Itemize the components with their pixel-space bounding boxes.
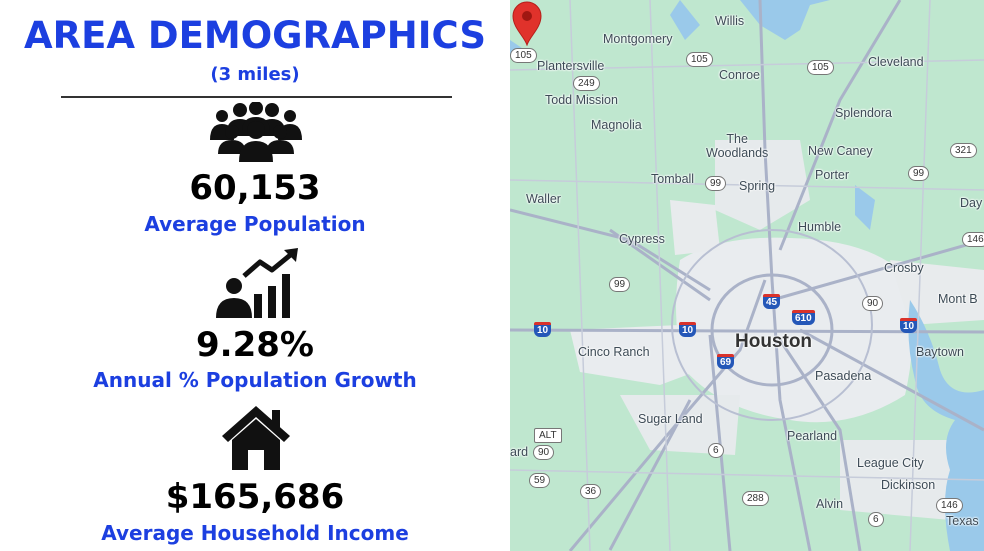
map-label-todd-mission: Todd Mission <box>545 93 618 107</box>
route-shield: 249 <box>573 76 600 91</box>
route-shield: 288 <box>742 491 769 506</box>
route-shield: 6 <box>708 443 724 458</box>
route-shield: 146 <box>936 498 963 513</box>
map-label-conroe: Conroe <box>719 68 760 82</box>
page-title: AREA DEMOGRAPHICS <box>23 14 486 57</box>
route-shield: 99 <box>908 166 930 181</box>
route-shield: 321 <box>950 143 977 158</box>
route-shield: 105 <box>807 60 834 75</box>
map-label-waller: Waller <box>526 192 561 206</box>
map-label-magnolia: Magnolia <box>591 118 642 132</box>
growth-chart-icon <box>216 248 298 318</box>
growth-value: 9.28% <box>196 325 314 365</box>
map-background <box>510 0 984 551</box>
interstate-shield: 10 <box>534 322 552 337</box>
map-label-cleveland: Cleveland <box>868 55 924 69</box>
map-label-houston: Houston <box>735 331 813 352</box>
route-shield: ALT <box>534 428 562 443</box>
map-label-pasadena: Pasadena <box>815 369 872 383</box>
map-label-new-caney: New Caney <box>808 144 873 158</box>
map-label-cypress: Cypress <box>619 232 665 246</box>
people-group-icon <box>210 102 302 162</box>
map-label-crosby: Crosby <box>884 261 924 275</box>
population-value: 60,153 <box>189 168 321 208</box>
map-label-league-city: League City <box>857 456 924 470</box>
map-label-porter: Porter <box>815 168 850 182</box>
route-shield: 99 <box>609 277 631 292</box>
map-label-the-woodlands: The Woodlands <box>706 132 769 160</box>
route-shield: 90 <box>533 445 555 460</box>
route-shield: 105 <box>510 48 537 63</box>
route-shield: 105 <box>686 52 713 67</box>
demographics-panel: AREA DEMOGRAPHICS (3 miles) 60,153 Avera… <box>23 14 486 545</box>
interstate-shield: 10 <box>900 318 918 333</box>
map-label-willis: Willis <box>715 14 745 28</box>
map-label-texas: Texas <box>946 514 979 528</box>
map-label-montgomery: Montgomery <box>603 32 673 46</box>
map-label-pearland: Pearland <box>787 429 838 443</box>
map-label-day: Day <box>960 196 983 210</box>
growth-label: Annual % Population Growth <box>93 368 417 392</box>
route-shield: 90 <box>862 296 884 311</box>
route-shield: 59 <box>529 473 551 488</box>
title-divider <box>61 96 452 98</box>
route-shield: 36 <box>580 484 602 499</box>
map-label-splendora: Splendora <box>835 106 892 120</box>
income-value: $165,686 <box>165 477 345 517</box>
map-label-dickinson: Dickinson <box>881 478 936 492</box>
map-label-baytown: Baytown <box>916 345 964 359</box>
route-shield: 99 <box>705 176 727 191</box>
population-label: Average Population <box>144 212 366 236</box>
interstate-shield: 610 <box>792 310 815 325</box>
house-icon <box>222 406 290 470</box>
income-label: Average Household Income <box>101 521 409 545</box>
map-label-humble: Humble <box>798 220 842 234</box>
map-label-tomball: Tomball <box>651 172 695 186</box>
map-label-sugar-land: Sugar Land <box>638 412 703 426</box>
area-map[interactable]: Willis Montgomery Plantersville Conroe C… <box>510 0 984 551</box>
interstate-shield: 45 <box>763 294 781 309</box>
interstate-shield: 10 <box>679 322 697 337</box>
radius-subtitle: (3 miles) <box>210 64 300 85</box>
map-label-plantersville: Plantersville <box>537 59 605 73</box>
map-label-spring: Spring <box>739 179 776 193</box>
map-label-alvin: Alvin <box>816 497 844 511</box>
map-label-mont-b: Mont B <box>938 292 978 306</box>
route-shield: 6 <box>868 512 884 527</box>
map-label-cinco-ranch: Cinco Ranch <box>578 345 650 359</box>
location-pin-icon[interactable] <box>510 0 544 46</box>
map-label-ard: ard <box>510 445 529 459</box>
interstate-shield: 69 <box>717 354 735 369</box>
route-shield: 146 <box>962 232 984 247</box>
